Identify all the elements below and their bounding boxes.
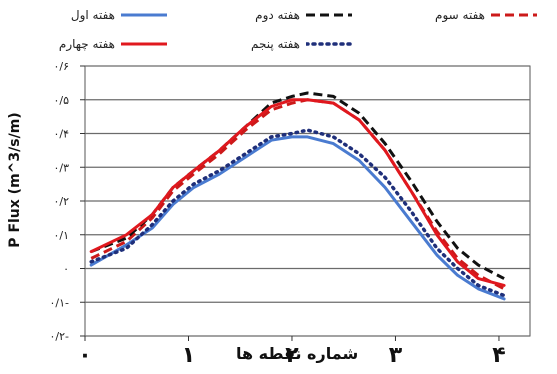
series-line-week-5: [89, 128, 506, 298]
legend-item-week-1: هفته اول: [71, 8, 167, 22]
y-tick-label-5: ۰/۱: [53, 229, 69, 242]
y-tick-label-2: ۰/۴: [53, 128, 69, 141]
legend-item-week-3: هفته سوم: [435, 8, 537, 22]
series-lines: [89, 91, 506, 301]
legend-label-week-4: هفته چهارم: [58, 37, 115, 51]
legend-swatch-week-1: [121, 13, 167, 17]
y-tick-label-3: ۰/۳: [53, 161, 69, 174]
series-line-week-4: [89, 98, 506, 287]
legend-label-week-2: هفته دوم: [255, 8, 300, 22]
legend-label-week-3: هفته سوم: [435, 8, 485, 22]
y-tick-label-6: ۰: [63, 263, 69, 276]
y-tick-label-7: ۰/۱-: [50, 296, 70, 309]
series-line-week-1: [89, 135, 506, 301]
tick-labels: ۰/۶ ۰/۵ ۰/۴ ۰/۳ ۰/۲ ۰/۱ ۰ ۰/۱- ۰/۲- ۰ ۱ ۲ ۳ ۴: [50, 60, 506, 368]
legend-label-week-1: هفته اول: [70, 8, 115, 22]
legend-item-week-5: هفته پنجم: [251, 37, 352, 51]
legend-item-week-4: هفته چهارم: [59, 37, 167, 51]
legend-item-week-2: هفته دوم: [255, 8, 352, 22]
x-axis-title: شماره نقطه ها: [236, 344, 359, 363]
x-tick-label-0: ۰: [78, 343, 91, 368]
legend-swatch-week-3: [491, 13, 537, 17]
x-tick-label-2: ۲: [285, 343, 299, 368]
series-line-week-3: [90, 98, 505, 291]
y-axis-title-text: P Flux (m^3/s/m): [7, 112, 23, 248]
legend-swatch-week-4: [121, 42, 167, 46]
x-tick-label-1: ۱: [182, 343, 195, 368]
y-tick-label-8: ۰/۲-: [50, 330, 70, 343]
x-tick-label-3: ۳: [389, 343, 403, 368]
y-tick-label-1: ۰/۵: [53, 94, 69, 107]
axes: [80, 65, 500, 341]
chart-legend: هفته اول هفته دوم هفته سوم هفته چهارم هف…: [0, 0, 557, 62]
legend-label-week-5: هفته پنجم: [251, 37, 300, 51]
x-tick-label-4: ۴: [492, 343, 505, 368]
y-axis-title: P Flux (m^3/s/m): [4, 60, 26, 300]
y-tick-label-0: ۰/۶: [53, 60, 69, 73]
legend-swatch-week-2: [306, 13, 352, 17]
y-tick-label-4: ۰/۲: [53, 195, 69, 208]
legend-swatch-week-5: [306, 42, 352, 46]
